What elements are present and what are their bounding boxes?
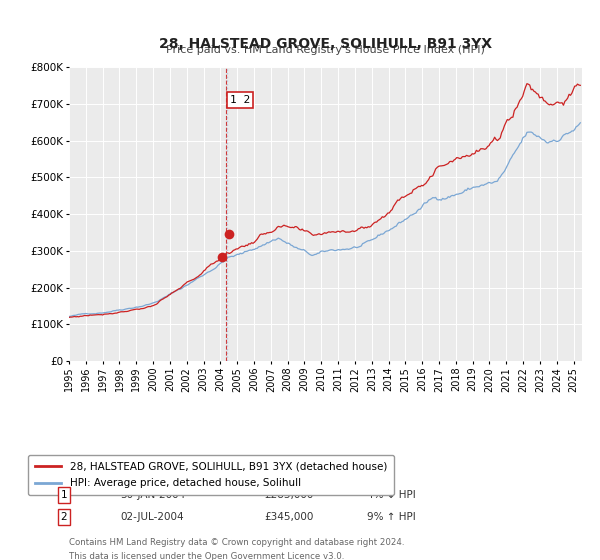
Legend: 28, HALSTEAD GROVE, SOLIHULL, B91 3YX (detached house), HPI: Average price, deta: 28, HALSTEAD GROVE, SOLIHULL, B91 3YX (d… [28,455,394,496]
Text: 2: 2 [61,512,67,522]
Text: 30-JAN-2004: 30-JAN-2004 [121,490,185,500]
Text: This data is licensed under the Open Government Licence v3.0.: This data is licensed under the Open Gov… [69,552,344,560]
Text: 4% ↓ HPI: 4% ↓ HPI [367,490,415,500]
Text: 1 2: 1 2 [230,95,250,105]
Text: Contains HM Land Registry data © Crown copyright and database right 2024.: Contains HM Land Registry data © Crown c… [69,538,404,547]
Text: £345,000: £345,000 [264,512,313,522]
Text: Price paid vs. HM Land Registry's House Price Index (HPI): Price paid vs. HM Land Registry's House … [166,45,485,55]
Title: 28, HALSTEAD GROVE, SOLIHULL, B91 3YX: 28, HALSTEAD GROVE, SOLIHULL, B91 3YX [159,37,492,51]
Text: 1: 1 [61,490,67,500]
Text: 9% ↑ HPI: 9% ↑ HPI [367,512,415,522]
Text: 02-JUL-2004: 02-JUL-2004 [121,512,184,522]
Text: £283,000: £283,000 [264,490,313,500]
